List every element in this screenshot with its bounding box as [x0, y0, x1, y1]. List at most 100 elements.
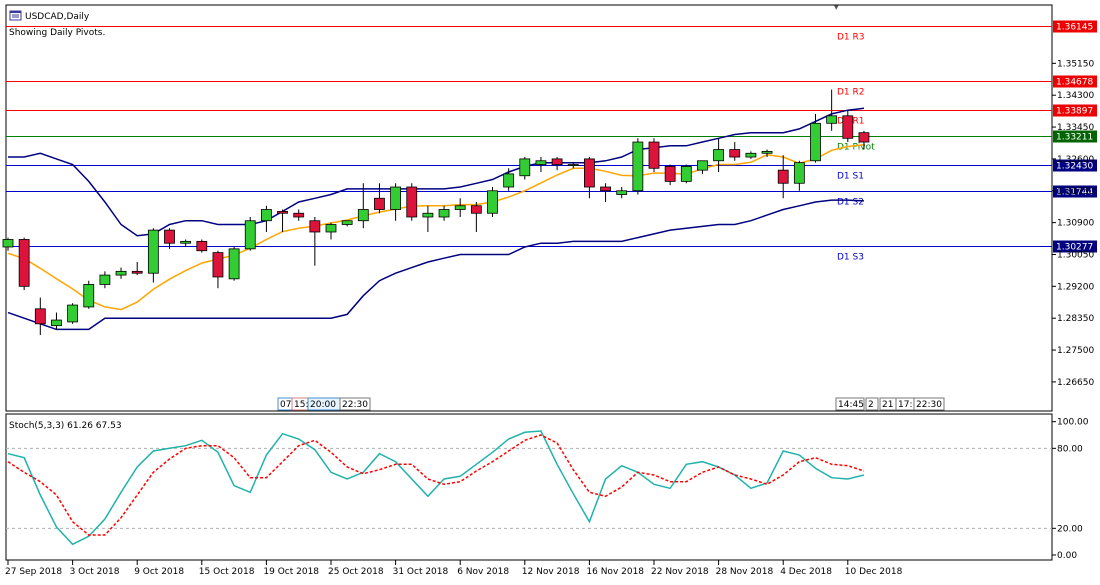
session-label: 07:: [280, 400, 294, 410]
bear-candle: [470, 205, 482, 214]
price-tick-label: 1.29200: [1057, 282, 1094, 292]
pivot-price-label: 1.30277: [1056, 243, 1093, 253]
bull-candle: [341, 220, 353, 225]
pivot-price-box: [1053, 104, 1097, 117]
session-label: 15:: [294, 400, 308, 410]
chart-title: USDCAD,Daily: [25, 12, 90, 22]
bear-candle: [18, 239, 30, 287]
bear-candle: [648, 141, 660, 169]
date-tick-label: 12 Nov 2018: [522, 567, 580, 577]
stoch-tick-label: 0.00: [1057, 551, 1077, 561]
stoch-main-line: [7, 430, 865, 546]
session-label: 22:30: [916, 400, 942, 410]
date-tick-label: 28 Nov 2018: [716, 567, 774, 577]
bull-candle: [422, 212, 434, 218]
bull-candle: [519, 158, 531, 177]
pivot-name-label: D1 R2: [837, 88, 865, 98]
date-tick-label: 10 Dec 2018: [845, 567, 903, 577]
date-tick-label: 22 Nov 2018: [651, 567, 709, 577]
bull-candle: [535, 160, 547, 165]
bull-candle: [487, 190, 498, 214]
stoch-tick-label: 80.00: [1057, 444, 1083, 454]
pivot-name-label: D1 S1: [837, 172, 864, 182]
axes-layer: 1.35150 1.34300 1.33450 1.32600 1.31750 1.309…: [5, 59, 1094, 577]
stoch-signal-line: [7, 434, 865, 536]
bull-candle: [180, 240, 192, 244]
bear-candle: [600, 186, 611, 192]
bull-candle: [713, 149, 724, 162]
bull-candle: [697, 160, 708, 171]
bear-candle: [277, 210, 288, 214]
bull-candle: [680, 166, 692, 182]
stoch-tick-label: 20.00: [1057, 524, 1083, 534]
pivot-name-label: D1 R3: [837, 33, 865, 43]
bear-candle: [664, 166, 676, 182]
chart-subtitle: Showing Daily Pivots.: [9, 28, 105, 38]
session-label: 14:45: [838, 400, 864, 410]
date-tick-label: 6 Nov 2018: [457, 567, 509, 577]
bear-candle: [729, 149, 741, 158]
date-tick-label: 4 Dec 2018: [780, 567, 832, 577]
bull-candle: [616, 190, 628, 195]
indicator-pane-frame: [5, 413, 1053, 561]
pivot-price-label: 1.31744: [1056, 188, 1093, 198]
pivot-price-box: [1053, 75, 1097, 88]
price-tick-label: 1.32600: [1057, 155, 1094, 165]
bull-candle: [761, 151, 773, 154]
pivot-name-label: D1 S2: [837, 198, 864, 208]
bull-candle: [567, 164, 579, 166]
bear-candle: [374, 197, 385, 210]
price-tick-label: 1.30050: [1057, 250, 1094, 260]
pivot-price-label: 1.36145: [1056, 23, 1093, 33]
price-tick-label: 1.33450: [1057, 123, 1094, 133]
bull-candle: [357, 209, 369, 222]
session-label: 20:00: [310, 400, 336, 410]
price-tick-label: 1.31750: [1057, 187, 1094, 197]
date-tick-label: 19 Oct 2018: [263, 567, 319, 577]
date-tick-label: 31 Oct 2018: [393, 567, 449, 577]
bull-candle: [147, 229, 159, 274]
bear-candle: [858, 132, 870, 143]
bull-candle: [503, 173, 515, 188]
bear-candle: [551, 158, 563, 165]
bull-candle: [83, 284, 95, 308]
bull-candle: [260, 209, 272, 222]
pivot-price-box: [1053, 185, 1097, 198]
price-tick-label: 1.26650: [1057, 378, 1094, 388]
price-tick-label: 1.28350: [1057, 314, 1094, 324]
pivot-name-label: D1 S3: [837, 253, 864, 263]
date-tick-label: 25 Oct 2018: [328, 567, 384, 577]
bull-candle: [115, 270, 127, 276]
session-labels-left: 07: 15: 20:00 22:30: [277, 397, 371, 411]
bull-candle: [745, 152, 757, 158]
bear-candle: [34, 308, 46, 325]
price-pane-frame: [5, 4, 1053, 412]
price-tick-label: 1.34300: [1057, 91, 1094, 101]
bull-candle: [826, 115, 838, 124]
candles-layer: [2, 89, 870, 336]
date-tick-label: 27 Sep 2018: [5, 567, 62, 577]
bear-candle: [196, 240, 208, 252]
bull-candle: [67, 304, 78, 323]
bear-candle: [164, 229, 175, 244]
session-label: 2: [868, 400, 874, 410]
stochastic-title: Stoch(5,3,3) 61.26 67.53: [9, 421, 122, 431]
pivot-price-box: [1053, 130, 1097, 143]
moving-average-line: [7, 143, 865, 311]
session-label: 17:: [898, 400, 912, 410]
session-labels-right: 14:45 2 21 17: 22:30: [835, 397, 945, 411]
pivot-price-box: [1053, 159, 1097, 172]
date-tick-label: 9 Oct 2018: [134, 567, 184, 577]
stoch-tick-label: 100.00: [1057, 418, 1089, 428]
bull-candle: [390, 186, 402, 210]
bear-candle: [293, 212, 305, 218]
pivot-name-label: D1 Pivot: [837, 143, 875, 153]
pivot-price-label: 1.32430: [1056, 162, 1093, 172]
bear-candle: [406, 186, 418, 218]
stochastic-layer: [6, 430, 1052, 546]
bollinger-lower-line: [7, 199, 864, 331]
bull-candle: [51, 319, 62, 327]
